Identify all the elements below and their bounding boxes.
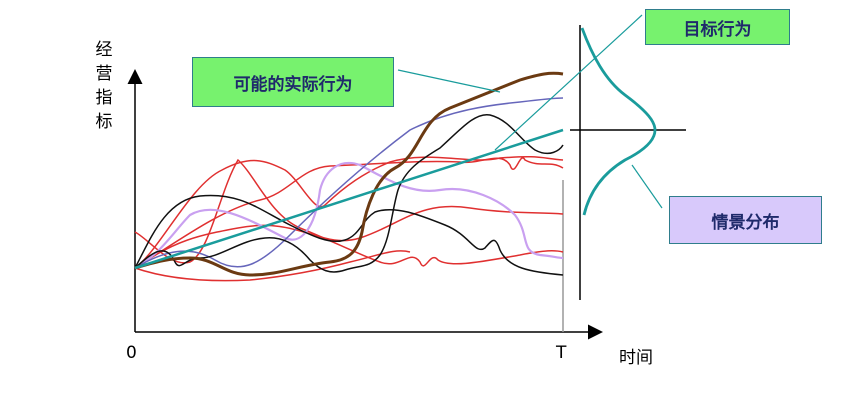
y-axis-label: 经营指标	[95, 40, 113, 132]
red-path	[134, 157, 564, 269]
scenario-distribution-label: 情景分布	[669, 196, 822, 244]
black-paths	[134, 113, 564, 276]
end-time-label: T	[556, 343, 567, 363]
black-path	[134, 194, 564, 276]
origin-label: 0	[126, 343, 137, 363]
red-paths	[134, 155, 564, 282]
target-line	[134, 128, 564, 270]
connector-scenario	[631, 164, 663, 209]
red-path	[134, 158, 564, 267]
thick-actual-path	[134, 71, 564, 277]
red-path	[134, 250, 411, 282]
possible-actual-label: 可能的实际行为	[192, 57, 394, 107]
red-path	[134, 155, 564, 269]
scenario-distribution-curve	[580, 27, 657, 216]
connector-target	[494, 14, 643, 151]
lavender-path	[134, 162, 564, 269]
x-axis-label: 时间	[619, 348, 653, 368]
target-behavior-label: 目标行为	[645, 9, 790, 45]
connector-possible-actual	[397, 69, 501, 93]
blue-path	[134, 97, 564, 269]
